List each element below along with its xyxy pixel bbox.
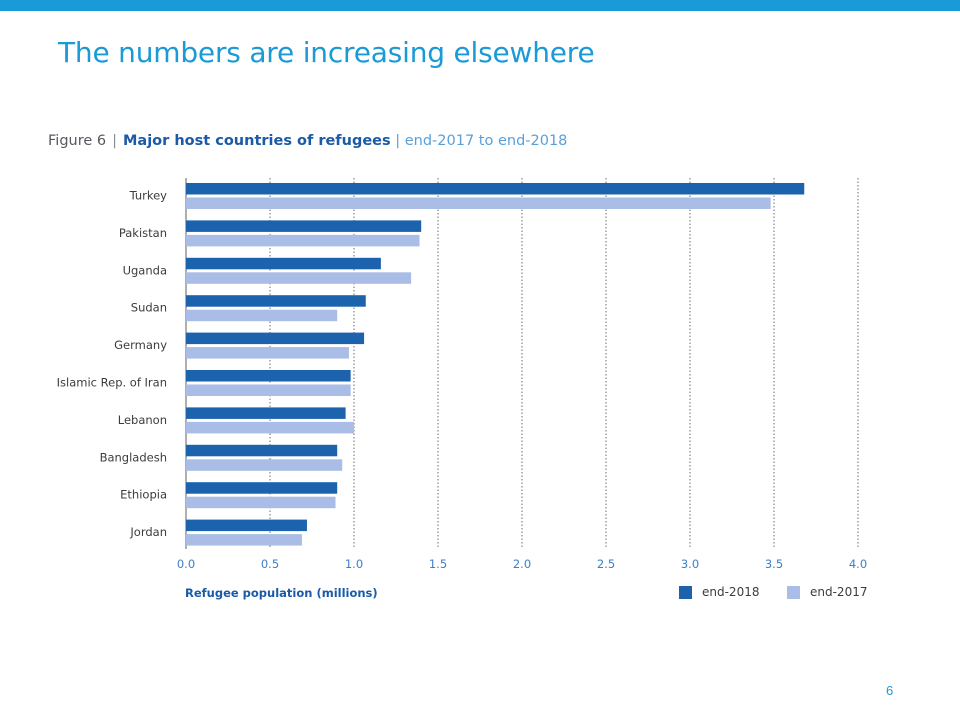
page-number: 6 [886,683,894,698]
bar-end-2017 [186,384,351,396]
legend-label-end-2018: end-2018 [702,585,760,599]
category-label: Turkey [129,189,168,203]
bar-end-2018 [186,220,422,232]
bar-end-2018 [186,183,805,195]
bar-end-2017 [186,309,338,322]
category-label: Jordan [129,525,167,539]
bar-end-2017 [186,197,771,209]
bar-end-2017 [186,421,354,434]
bar-end-2018 [186,519,307,532]
x-tick-label: 0.5 [261,557,279,571]
top-accent-bar [0,0,960,11]
legend-swatch-end-2017 [787,585,800,599]
bar-end-2017 [186,272,412,284]
bar-end-2018 [186,444,338,457]
x-tick-labels: 0.0 0.5 1.0 1.5 2.0 2.5 3.0 3.5 4.0 [177,557,867,571]
x-tick-label: 0.0 [177,557,195,571]
bar-end-2017 [186,496,336,509]
category-label: Islamic Rep. of Iran [57,376,167,390]
figure-separator: | [112,133,117,149]
x-tick-label: 1.0 [345,557,363,571]
bar-end-2017 [186,459,343,471]
bar-end-2018 [186,370,351,382]
x-tick-label: 1.5 [429,557,447,571]
bar-end-2017 [186,347,349,359]
x-axis-title: Refugee population (millions) [185,586,378,600]
category-label: Uganda [123,263,167,277]
bar-end-2018 [186,482,338,494]
x-tick-label: 4.0 [849,557,867,571]
legend-item-end-2018: end-2018 [679,585,759,599]
figure-label: Figure 6 [48,133,107,149]
x-tick-label: 3.5 [765,557,783,571]
category-label: Pakistan [119,226,167,240]
slide-title: The numbers are increasing elsewhere [58,36,595,69]
category-label: Germany [114,338,167,352]
figure-caption: Figure 6 | Major host countries of refugee… [48,133,567,149]
category-label: Sudan [131,301,167,315]
bar-end-2018 [186,332,365,345]
bar-end-2018 [186,257,381,270]
bars [186,183,805,546]
legend-item-end-2017: end-2017 [787,585,867,599]
bar-end-2017 [186,534,302,546]
category-label: Bangladesh [100,450,167,464]
chart-title: Major host countries of refugees [123,133,391,149]
bar-end-2018 [186,295,366,307]
bar-end-2018 [186,407,346,419]
legend-swatch-end-2018 [679,585,692,599]
x-tick-label: 2.5 [597,557,615,571]
category-labels: Turkey Pakistan Uganda Sudan Germany Islamic … [57,189,168,540]
legend-label-end-2017: end-2017 [810,585,868,599]
category-label: Ethiopia [120,488,167,502]
chart-subtitle: | end-2017 to end-2018 [395,133,568,149]
category-label: Lebanon [118,413,167,427]
x-tick-label: 3.0 [681,557,699,571]
bar-end-2017 [186,234,420,247]
x-tick-label: 2.0 [513,557,531,571]
